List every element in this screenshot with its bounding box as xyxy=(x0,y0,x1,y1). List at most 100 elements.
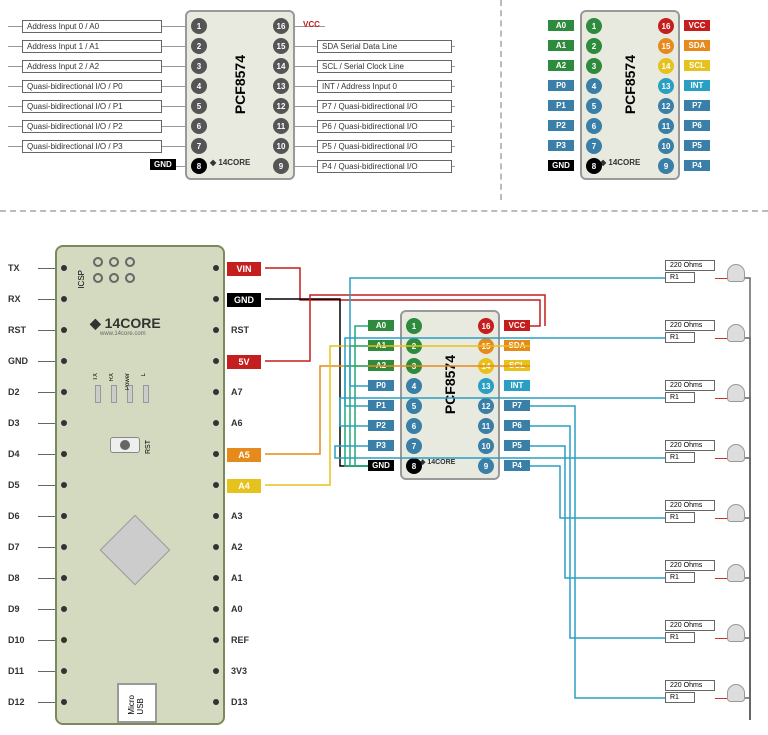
chip2-pin-11: 11 xyxy=(658,118,674,134)
chip3-lbl-r7: P4 xyxy=(504,460,530,471)
res-name-3: R1 xyxy=(665,452,695,463)
chip3-pin-2: 2 xyxy=(406,338,422,354)
chip3-lbl-r6: P5 xyxy=(504,440,530,451)
ard-left-D12: D12 xyxy=(8,697,25,707)
res-val-3: 220 Ohms xyxy=(665,440,715,451)
led-w-1 xyxy=(715,338,727,339)
led-w-5 xyxy=(715,578,727,579)
chip1-lbl-r5: P6 / Quasi-bidirectional I/O xyxy=(317,120,452,133)
chip3-pin-8: 8 xyxy=(406,458,422,474)
res-name-4: R1 xyxy=(665,512,695,523)
v-divider xyxy=(500,0,502,200)
ard-left-D7: D7 xyxy=(8,542,20,552)
chip2-lbl-l0: A0 xyxy=(548,20,574,31)
ard-left-D5: D5 xyxy=(8,480,20,490)
chip2-pin-14: 14 xyxy=(658,58,674,74)
ard-left-D4: D4 xyxy=(8,449,20,459)
chip1-pin-4: 4 xyxy=(191,78,207,94)
ard-rh6 xyxy=(213,451,219,457)
chip2-lbl-l7: GND xyxy=(548,160,574,171)
chip2-pin-6: 6 xyxy=(586,118,602,134)
ard-rh1 xyxy=(213,296,219,302)
chip1-pin-13: 13 xyxy=(273,78,289,94)
chip1-lbl-l2: Address Input 2 / A2 xyxy=(22,60,162,73)
chip2-lbl-l3: P0 xyxy=(548,80,574,91)
chip1-pin-7: 7 xyxy=(191,138,207,154)
chip1-lbl-l3: Quasi-bidirectional I/O / P0 xyxy=(22,80,162,93)
chip2-pin-2: 2 xyxy=(586,38,602,54)
chip2-pin-13: 13 xyxy=(658,78,674,94)
ard-lw6 xyxy=(38,454,55,455)
ard-rh12 xyxy=(213,637,219,643)
led-0 xyxy=(727,264,745,282)
ard-lh10 xyxy=(61,575,67,581)
chip3-lbl-l2: A2 xyxy=(368,360,394,371)
chip3-rpin-10: 10 xyxy=(478,438,494,454)
chip2-pin-5: 5 xyxy=(586,98,602,114)
chip3-pin-1: 1 xyxy=(406,318,422,334)
led-7 xyxy=(727,684,745,702)
ard-right-REF: REF xyxy=(231,635,249,645)
ard-right-D13: D13 xyxy=(231,697,248,707)
ard-rh8 xyxy=(213,513,219,519)
chip2-pin-3: 3 xyxy=(586,58,602,74)
ard-right-A2: A2 xyxy=(231,542,243,552)
chip3-lbl-r3: INT xyxy=(504,380,530,391)
chip2-pin-16: 16 xyxy=(658,18,674,34)
ard-right-VIN: VIN xyxy=(227,262,261,276)
chip3-pin-5: 5 xyxy=(406,398,422,414)
ard-left-D6: D6 xyxy=(8,511,20,521)
chip3-lbl-r4: P7 xyxy=(504,400,530,411)
chip2-lbl-r3: INT xyxy=(684,80,710,91)
ard-lw5 xyxy=(38,423,55,424)
ard-lh1 xyxy=(61,296,67,302)
chip2-lbl-r6: P5 xyxy=(684,140,710,151)
ard-led-TX xyxy=(95,385,101,403)
ard-lh7 xyxy=(61,482,67,488)
chip2-pin-1: 1 xyxy=(586,18,602,34)
ard-logo: ◆ 14CORE xyxy=(90,315,161,332)
ard-rh7 xyxy=(213,482,219,488)
ard-lw9 xyxy=(38,547,55,548)
led-w-0 xyxy=(715,278,727,279)
chip2-pin-12: 12 xyxy=(658,98,674,114)
led-3 xyxy=(727,444,745,462)
chip1-lbl-l1: Address Input 1 / A1 xyxy=(22,40,162,53)
chip3-rpin-16: 16 xyxy=(478,318,494,334)
ard-left-D10: D10 xyxy=(8,635,25,645)
ard-lw3 xyxy=(38,361,55,362)
chip1-pin-9: 9 xyxy=(273,158,289,174)
chip2-lbl-l6: P3 xyxy=(548,140,574,151)
res-name-6: R1 xyxy=(665,632,695,643)
ard-right-A5: A5 xyxy=(227,448,261,462)
ard-rh13 xyxy=(213,668,219,674)
chip1-pin-10: 10 xyxy=(273,138,289,154)
chip2-pin-7: 7 xyxy=(586,138,602,154)
chip1-pin-2: 2 xyxy=(191,38,207,54)
ard-lw14 xyxy=(38,702,55,703)
chip1-pin-8: 8 xyxy=(191,158,207,174)
chip2-pin-10: 10 xyxy=(658,138,674,154)
ard-rh3 xyxy=(213,358,219,364)
res-name-5: R1 xyxy=(665,572,695,583)
ard-lh11 xyxy=(61,606,67,612)
chip2-lbl-r2: SCL xyxy=(684,60,710,71)
ard-right-A1: A1 xyxy=(231,573,243,583)
ard-right-RST: RST xyxy=(231,325,249,335)
ard-left-D8: D8 xyxy=(8,573,20,583)
chip3-lbl-l3: P0 xyxy=(368,380,394,391)
ard-lh0 xyxy=(61,265,67,271)
chip3-pin-3: 3 xyxy=(406,358,422,374)
chip3-pin-4: 4 xyxy=(406,378,422,394)
chip1-label: PCF8574 xyxy=(232,55,248,114)
led-4 xyxy=(727,504,745,522)
res-val-1: 220 Ohms xyxy=(665,320,715,331)
res-val-7: 220 Ohms xyxy=(665,680,715,691)
chip1-pin-5: 5 xyxy=(191,98,207,114)
chip3-label: PCF8574 xyxy=(442,355,458,414)
chip3-pin-6: 6 xyxy=(406,418,422,434)
chip3-rpin-11: 11 xyxy=(478,418,494,434)
chip1-lbl-r3: INT / Address Input 0 xyxy=(317,80,452,93)
chip3-lbl-r0: VCC xyxy=(504,320,530,331)
ard-left-GND: GND xyxy=(8,356,28,366)
